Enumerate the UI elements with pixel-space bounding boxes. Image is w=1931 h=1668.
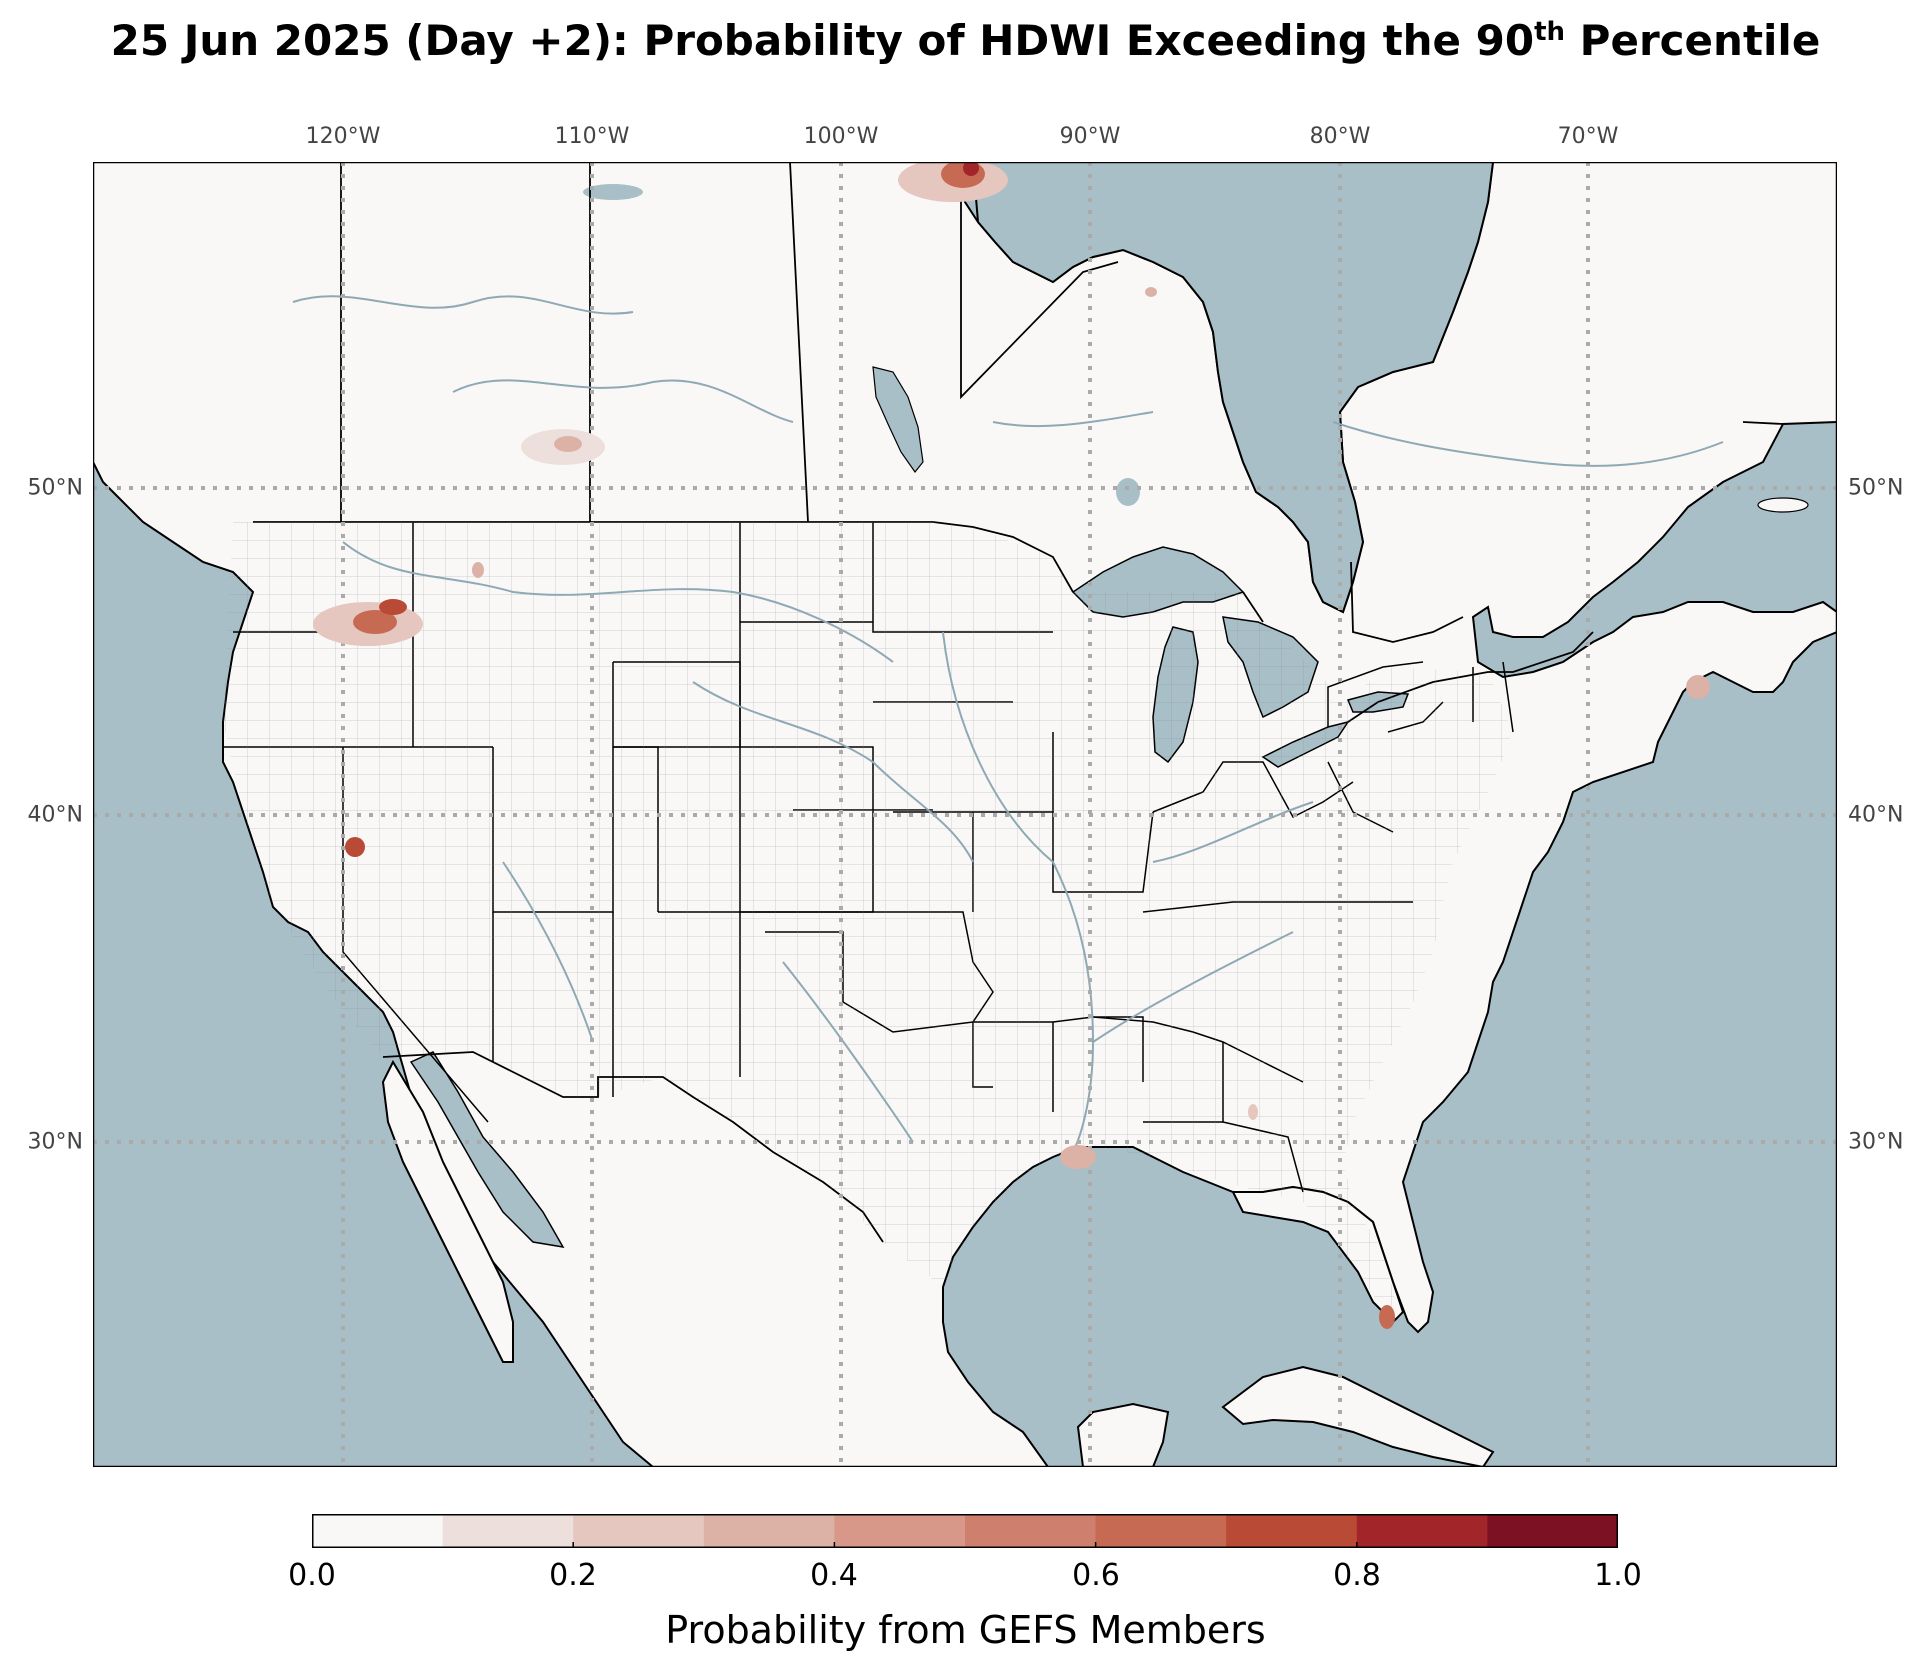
- map-border: [93, 162, 1837, 1467]
- colorbar-segment: [965, 1514, 1097, 1548]
- anticosti-island: [1757, 497, 1809, 513]
- colorbar-tick-0-4: 0.4: [810, 1558, 858, 1593]
- colorbar-segment: [1226, 1514, 1358, 1548]
- lat-tick-40n-left: 40°N: [27, 802, 83, 828]
- lat-tick-30n-right: 30°N: [1848, 1129, 1904, 1155]
- map-title: 25 Jun 2025 (Day +2): Probability of HDW…: [0, 16, 1931, 65]
- lon-tick-80w: 80°W: [1309, 124, 1371, 149]
- colorbar-segment: [1356, 1514, 1488, 1548]
- lake-nipigon: [1116, 478, 1140, 506]
- map-title-superscript: th: [1534, 17, 1566, 47]
- lat-tick-50n-left: 50°N: [27, 475, 83, 501]
- colorbar-title: Probability from GEFS Members: [665, 1608, 1266, 1652]
- lon-tick-100w: 100°W: [803, 124, 879, 149]
- colorbar-segment: [1095, 1514, 1227, 1548]
- lon-tick-110w: 110°W: [554, 124, 630, 149]
- land-baja: [381, 1059, 514, 1363]
- map-svg: [93, 162, 1837, 1467]
- colorbar-border: [312, 1514, 1618, 1548]
- colorbar-segment: [834, 1514, 966, 1548]
- great-slave-lake: [583, 184, 643, 200]
- land-yucatan: [1076, 1402, 1170, 1467]
- map-panel: [93, 162, 1837, 1467]
- colorbar-tick-0-2: 0.2: [549, 1558, 597, 1593]
- graticule: [93, 162, 1837, 1467]
- colorbar-segment: [442, 1514, 574, 1548]
- colorbar-segment: [573, 1514, 705, 1548]
- map-title-end: Percentile: [1565, 16, 1821, 65]
- hudson-bay: [971, 162, 1495, 614]
- colorbar-segment: [1487, 1514, 1619, 1548]
- lon-tick-120w: 120°W: [305, 124, 381, 149]
- colorbar-tick-0-0: 0.0: [288, 1558, 336, 1593]
- lat-tick-40n-right: 40°N: [1848, 802, 1904, 828]
- lat-tick-30n-left: 30°N: [27, 1129, 83, 1155]
- colorbar: [311, 1514, 1619, 1548]
- gulf-of-california: [409, 1051, 565, 1248]
- colorbar-tick-0-8: 0.8: [1333, 1558, 1381, 1593]
- colorbar-tick-1-0: 1.0: [1594, 1558, 1642, 1593]
- lat-tick-50n-right: 50°N: [1848, 475, 1904, 501]
- colorbar-segment: [703, 1514, 835, 1548]
- colorbar-svg: [311, 1514, 1619, 1548]
- rivers: [292, 295, 1724, 1153]
- map-title-main: 25 Jun 2025 (Day +2): Probability of HDW…: [110, 16, 1535, 65]
- lon-tick-90w: 90°W: [1059, 124, 1121, 149]
- probability-hotspots: [313, 162, 1710, 1329]
- colorbar-tick-0-6: 0.6: [1072, 1558, 1120, 1593]
- land-cuba: [1221, 1365, 1495, 1467]
- lake-winnipeg: [872, 366, 924, 474]
- lon-tick-70w: 70°W: [1557, 124, 1619, 149]
- colorbar-segment: [312, 1514, 444, 1548]
